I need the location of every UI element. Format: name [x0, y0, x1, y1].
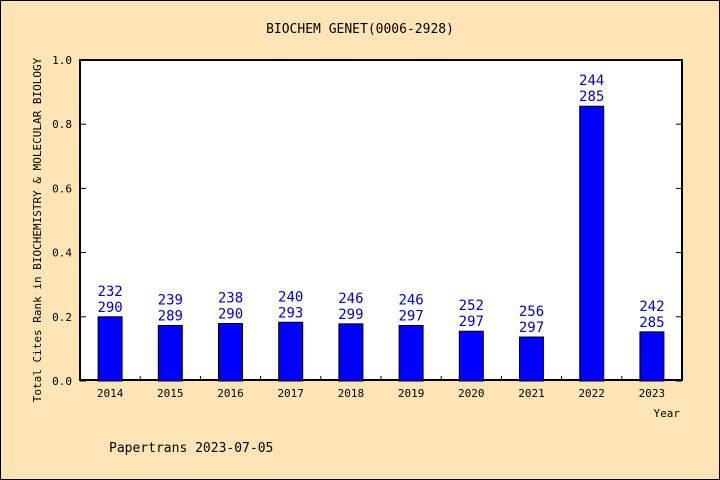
x-tick-label-2020: 2020 — [458, 387, 485, 400]
x-tick-label-2017: 2017 — [277, 387, 304, 400]
y-tick-label: 0.8 — [52, 118, 72, 131]
data-label-top-2020: 252 — [459, 298, 484, 314]
x-tick-label-2023: 2023 — [639, 387, 666, 400]
data-label-top-2016: 238 — [218, 291, 243, 307]
y-axis-label: Total Cites Rank in BIOCHEMISTRY & MOLEC… — [31, 57, 44, 402]
data-label-top-2022: 244 — [579, 73, 604, 89]
x-tick-label-2018: 2018 — [338, 387, 365, 400]
bar-2014 — [97, 316, 123, 382]
y-tick-label: 0.6 — [52, 182, 72, 195]
data-label-bottom-2015: 289 — [158, 308, 183, 324]
x-tick-label-2019: 2019 — [398, 387, 425, 400]
data-label-bottom-2016: 290 — [218, 307, 243, 323]
bar-2022 — [579, 105, 605, 382]
footer-credit: Papertrans 2023-07-05 — [109, 441, 273, 456]
data-label-bottom-2014: 290 — [97, 300, 122, 316]
data-label-top-2021: 256 — [519, 304, 544, 320]
data-label-bottom-2017: 293 — [278, 305, 303, 321]
data-label-bottom-2021: 297 — [519, 320, 544, 336]
data-label-top-2023: 242 — [639, 299, 664, 315]
data-label-top-2014: 232 — [97, 284, 122, 300]
x-tick-label-2022: 2022 — [578, 387, 605, 400]
x-tick-label-2015: 2015 — [157, 387, 184, 400]
y-tick-label: 0.4 — [52, 247, 72, 260]
data-label-top-2017: 240 — [278, 289, 303, 305]
bar-2021 — [519, 336, 544, 382]
data-label-bottom-2019: 297 — [398, 308, 423, 324]
bar-2016 — [218, 323, 243, 382]
data-label-top-2018: 246 — [338, 291, 363, 307]
bar-2020 — [458, 330, 484, 382]
data-label-bottom-2018: 299 — [338, 307, 363, 323]
bar-2023 — [639, 331, 665, 382]
y-tick-label: 1.0 — [52, 54, 72, 67]
bar-2019 — [398, 324, 424, 382]
chart-title: BIOCHEM GENET(0006-2928) — [266, 22, 454, 37]
x-tick-label-2014: 2014 — [97, 387, 124, 400]
bar-2017 — [278, 321, 304, 382]
y-tick-label: 0.2 — [52, 311, 72, 324]
data-label-top-2015: 239 — [158, 292, 183, 308]
data-label-bottom-2023: 285 — [639, 315, 664, 331]
bar-2018 — [338, 323, 364, 382]
x-axis: 2014 2015 2016 2017 2018 2019 2020 2021 2022 2023 — [97, 376, 665, 400]
data-label-bottom-2020: 297 — [459, 314, 484, 330]
y-axis: 0.0 0.2 0.4 0.6 0.8 1.0 — [52, 54, 682, 388]
x-axis-label: Year — [654, 407, 681, 420]
data-label-top-2019: 246 — [398, 292, 423, 308]
x-tick-label-2016: 2016 — [217, 387, 244, 400]
y-tick-label: 0.0 — [52, 375, 72, 388]
data-label-bottom-2022: 285 — [579, 89, 604, 105]
bar-2015 — [157, 324, 183, 382]
x-tick-label-2021: 2021 — [518, 387, 545, 400]
